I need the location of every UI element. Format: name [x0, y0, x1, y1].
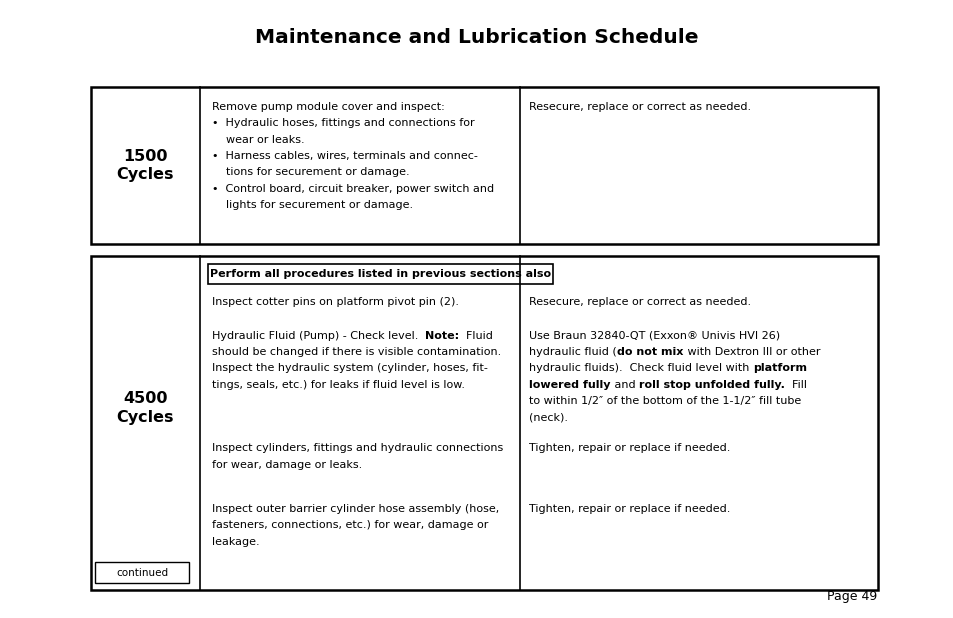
- Text: to within 1/2″ of the bottom of the 1-1/2″ fill tube: to within 1/2″ of the bottom of the 1-1/…: [529, 396, 801, 406]
- Bar: [95, 562, 189, 583]
- Text: Resecure, replace or correct as needed.: Resecure, replace or correct as needed.: [529, 297, 751, 307]
- Text: and: and: [610, 379, 639, 390]
- Text: Inspect cotter pins on platform pivot pin (2).: Inspect cotter pins on platform pivot pi…: [212, 297, 458, 307]
- Text: Tighten, repair or replace if needed.: Tighten, repair or replace if needed.: [529, 444, 730, 454]
- Text: lights for securement or damage.: lights for securement or damage.: [212, 200, 413, 210]
- Text: roll stop unfolded fully.: roll stop unfolded fully.: [639, 379, 784, 390]
- Text: •  Hydraulic hoses, fittings and connections for: • Hydraulic hoses, fittings and connecti…: [212, 118, 474, 129]
- Text: fasteners, connections, etc.) for wear, damage or: fasteners, connections, etc.) for wear, …: [212, 520, 488, 530]
- Text: Use Braun 32840-QT (Exxon® Univis HVI 26): Use Braun 32840-QT (Exxon® Univis HVI 26…: [529, 331, 780, 341]
- Text: leakage.: leakage.: [212, 537, 259, 547]
- Text: for wear, damage or leaks.: for wear, damage or leaks.: [212, 460, 361, 470]
- Text: Remove pump module cover and inspect:: Remove pump module cover and inspect:: [212, 102, 444, 112]
- Text: (neck).: (neck).: [529, 413, 568, 423]
- Text: 4500
Cycles: 4500 Cycles: [116, 391, 174, 425]
- Bar: [208, 264, 553, 284]
- Text: tings, seals, etc.) for leaks if fluid level is low.: tings, seals, etc.) for leaks if fluid l…: [212, 379, 464, 390]
- Text: platform: platform: [753, 363, 806, 373]
- Bar: [91, 256, 877, 590]
- Text: wear or leaks.: wear or leaks.: [212, 135, 304, 145]
- Bar: [91, 87, 877, 244]
- Text: hydraulic fluid (: hydraulic fluid (: [529, 347, 617, 357]
- Text: Note:: Note:: [425, 331, 458, 341]
- Text: Inspect cylinders, fittings and hydraulic connections: Inspect cylinders, fittings and hydrauli…: [212, 444, 502, 454]
- Text: Fluid: Fluid: [458, 331, 493, 341]
- Text: tions for securement or damage.: tions for securement or damage.: [212, 167, 409, 177]
- Text: Inspect outer barrier cylinder hose assembly (hose,: Inspect outer barrier cylinder hose asse…: [212, 504, 498, 514]
- Text: with Dextron III or other: with Dextron III or other: [683, 347, 820, 357]
- Text: Tighten, repair or replace if needed.: Tighten, repair or replace if needed.: [529, 504, 730, 514]
- Text: Fill: Fill: [784, 379, 806, 390]
- Text: Inspect the hydraulic system (cylinder, hoses, fit-: Inspect the hydraulic system (cylinder, …: [212, 363, 487, 373]
- Text: Resecure, replace or correct as needed.: Resecure, replace or correct as needed.: [529, 102, 751, 112]
- Text: lowered fully: lowered fully: [529, 379, 610, 390]
- Text: •  Harness cables, wires, terminals and connec-: • Harness cables, wires, terminals and c…: [212, 151, 477, 161]
- Text: •  Control board, circuit breaker, power switch and: • Control board, circuit breaker, power …: [212, 184, 494, 194]
- Text: 1500
Cycles: 1500 Cycles: [116, 148, 174, 182]
- Text: Perform all procedures listed in previous sections also: Perform all procedures listed in previou…: [210, 269, 551, 279]
- Text: hydraulic fluids).  Check fluid level with: hydraulic fluids). Check fluid level wit…: [529, 363, 753, 373]
- Text: should be changed if there is visible contamination.: should be changed if there is visible co…: [212, 347, 500, 357]
- Text: do not mix: do not mix: [617, 347, 683, 357]
- Text: Hydraulic Fluid (Pump) - Check level.: Hydraulic Fluid (Pump) - Check level.: [212, 331, 425, 341]
- Text: Maintenance and Lubrication Schedule: Maintenance and Lubrication Schedule: [255, 28, 698, 46]
- Text: continued: continued: [116, 567, 168, 578]
- Text: Page 49: Page 49: [826, 590, 877, 603]
